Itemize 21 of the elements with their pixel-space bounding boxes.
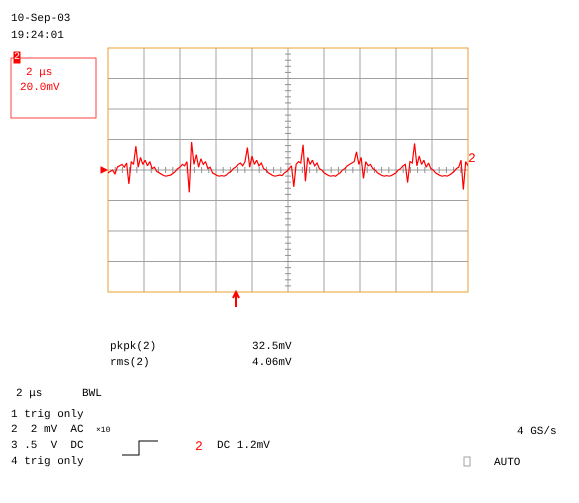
text: rms(2) [110, 357, 150, 369]
text: DC 1.2mV [217, 440, 270, 452]
text: ×10 [96, 426, 111, 435]
text: 2 μs [16, 388, 42, 400]
annotation: 2 [468, 151, 476, 166]
text: 2 [14, 52, 20, 63]
text: 2 2 mV AC [11, 424, 84, 436]
text: 4.06mV [252, 357, 292, 369]
text: BWL [82, 388, 102, 400]
text: 4 trig only [11, 456, 84, 468]
text: pkpk(2) [110, 341, 156, 353]
text: 20.0mV [20, 82, 60, 94]
text: 3 .5 V DC [11, 440, 84, 452]
text: 1 trig only [11, 409, 84, 421]
text: 32.5mV [252, 341, 292, 353]
text: 10-Sep-03 [11, 13, 70, 25]
text: 2 μs [26, 67, 52, 79]
text: 4 GS/s [517, 426, 557, 438]
text: 2 [195, 439, 203, 454]
text: 19:24:01 [11, 30, 64, 42]
text: AUTO [494, 457, 521, 469]
